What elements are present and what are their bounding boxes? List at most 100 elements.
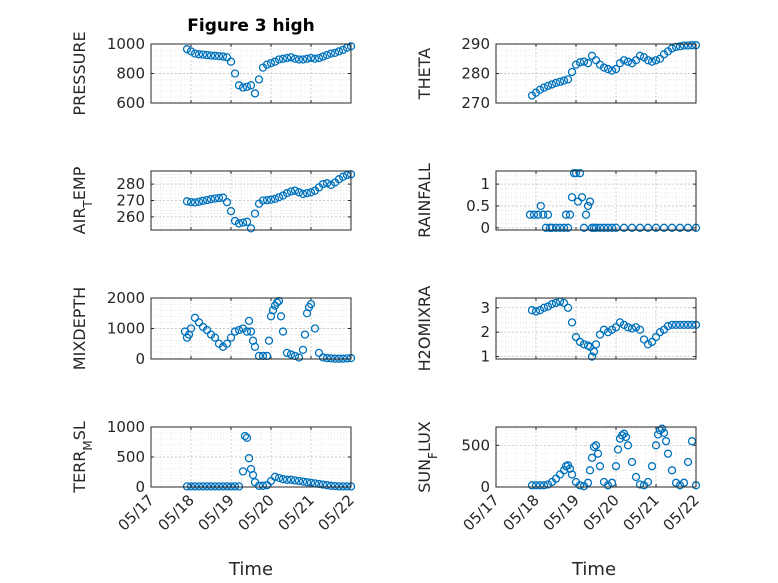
data-point	[190, 482, 200, 491]
data-point	[585, 466, 595, 475]
data-point	[611, 64, 621, 74]
data-point	[234, 325, 244, 335]
data-point	[577, 193, 587, 202]
axes-box	[495, 426, 697, 488]
data-point	[621, 432, 631, 442]
data-point	[635, 480, 645, 489]
data-point	[667, 223, 677, 232]
data-point	[567, 318, 577, 327]
data-point	[282, 188, 292, 198]
data-point	[611, 323, 621, 332]
data-point	[274, 473, 284, 483]
data-point	[607, 66, 617, 75]
data-point	[306, 53, 316, 63]
data-point	[575, 481, 585, 490]
y-tick-label: 800	[116, 65, 145, 83]
data-point	[242, 82, 252, 91]
data-point	[559, 298, 569, 308]
data-point	[651, 441, 661, 450]
data-point	[222, 339, 232, 348]
data-point	[322, 179, 332, 188]
data-point	[298, 477, 308, 486]
data-point	[266, 195, 276, 204]
data-point	[186, 47, 196, 56]
data-point	[627, 457, 637, 467]
y-axis-label: PRESSURE	[70, 31, 89, 115]
data-point	[330, 481, 340, 491]
data-point	[659, 223, 669, 232]
data-point	[282, 348, 292, 358]
axes-4: 0 0.5 1 RAINFALL	[415, 163, 701, 238]
data-point	[322, 50, 332, 60]
data-point	[266, 59, 276, 68]
data-point	[194, 482, 204, 491]
data-point	[651, 332, 661, 342]
data-point	[264, 336, 274, 345]
data-point	[230, 327, 240, 336]
data-point	[585, 197, 595, 206]
data-point	[314, 53, 324, 63]
data-point	[202, 50, 212, 60]
data-point	[547, 223, 557, 232]
data-point	[679, 320, 689, 329]
axes-box	[150, 426, 352, 488]
data-point	[591, 223, 601, 232]
data-point	[214, 193, 224, 203]
x-tick-label: 05/22	[315, 491, 358, 534]
data-point	[679, 41, 689, 50]
data-point	[547, 80, 557, 89]
data-point	[529, 210, 539, 219]
y-tick-label: 280	[116, 175, 145, 193]
data-point	[589, 347, 599, 356]
data-point	[242, 217, 252, 226]
data-point	[679, 478, 689, 487]
y-axis-label: TERRMSL	[70, 421, 95, 494]
data-point	[274, 55, 284, 64]
data-point	[627, 223, 637, 232]
data-point	[244, 454, 254, 463]
y-tick-label: 280	[461, 65, 490, 83]
data-point	[276, 312, 286, 321]
data-point	[282, 53, 292, 63]
data-point	[270, 57, 280, 66]
data-point	[226, 57, 236, 66]
x-tick-label: 05/19	[540, 491, 583, 534]
data-point	[643, 477, 653, 487]
data-point	[238, 467, 248, 476]
data-point	[599, 223, 609, 232]
axes-box	[150, 297, 352, 360]
y-tick-label: 0	[135, 350, 145, 368]
data-point	[551, 223, 561, 232]
data-point	[623, 323, 633, 332]
data-point	[651, 223, 661, 232]
y-tick-label: 500	[461, 436, 490, 454]
data-point	[334, 482, 344, 491]
data-point	[547, 299, 557, 309]
data-point	[238, 83, 248, 92]
data-point	[539, 210, 548, 219]
axes-5: 0 1000 2000 MIXDEPTH	[70, 287, 356, 370]
axes-2: 270 280 290 THETA	[415, 35, 701, 112]
y-axis-label: AIRTEMP	[70, 166, 95, 234]
data-point	[651, 56, 661, 65]
data-point	[182, 482, 192, 491]
data-point	[661, 437, 671, 446]
data-point	[619, 56, 629, 65]
data-point	[607, 478, 617, 487]
x-tick-label: 05/20	[235, 491, 278, 534]
data-point	[226, 482, 236, 491]
data-point	[302, 478, 312, 487]
data-point	[254, 481, 264, 490]
y-tick-label: 260	[116, 208, 145, 226]
data-point	[210, 51, 220, 60]
data-point	[635, 223, 645, 232]
data-point	[202, 482, 212, 491]
data-point	[639, 335, 649, 344]
data-point	[338, 482, 348, 491]
y-tick-label: 0	[480, 478, 490, 496]
data-point	[627, 324, 637, 333]
data-point	[667, 44, 677, 53]
data-point	[579, 223, 589, 232]
